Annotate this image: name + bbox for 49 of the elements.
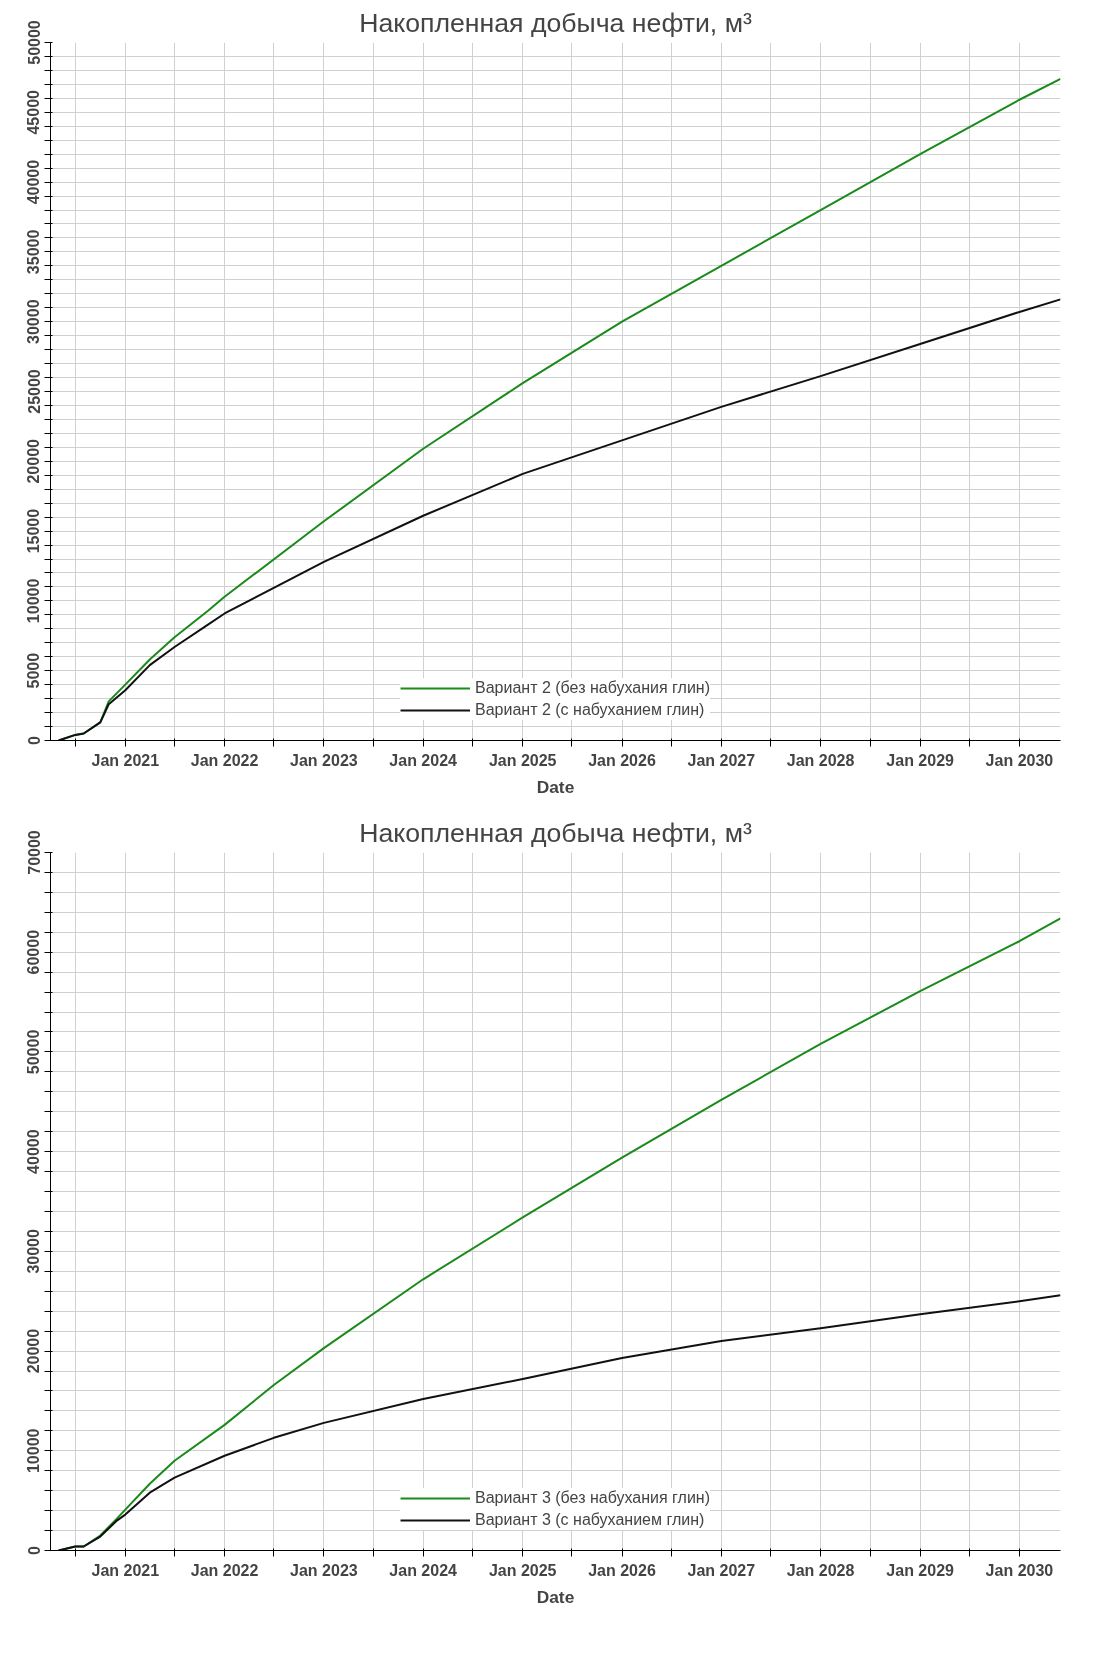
x-tick-label: Jan 2023 (290, 1561, 358, 1579)
y-tick-label: 60000 (25, 929, 43, 975)
x-tick-label: Jan 2028 (786, 751, 855, 769)
x-tick-label: Jan 2026 (588, 751, 656, 769)
x-tick-label: Jan 2021 (91, 751, 160, 769)
chart-title: Накопленная добыча нефти, м³ (359, 817, 752, 848)
x-tick-label: Jan 2025 (488, 1561, 557, 1579)
y-tick-label: 40000 (25, 159, 43, 205)
x-tick-label: Jan 2030 (985, 751, 1054, 769)
legend-label: Вариант 2 (без набухания глин) (475, 679, 710, 697)
y-tick-label: 30000 (25, 299, 43, 344)
x-tick-label: Jan 2029 (886, 751, 955, 769)
x-axis-title: Date (536, 1586, 575, 1607)
y-tick-label: 20000 (25, 1328, 43, 1374)
x-axis-title: Date (536, 776, 575, 797)
x-tick-label: Jan 2023 (290, 751, 358, 769)
x-tick-label: Jan 2022 (190, 751, 259, 769)
x-tick-label: Jan 2028 (786, 1561, 855, 1579)
legend-label: Вариант 3 (с набуханием глин) (475, 1511, 705, 1529)
legend-label: Вариант 3 (без набухания глин) (475, 1489, 710, 1507)
y-tick-label: 35000 (25, 229, 43, 275)
y-tick-label: 30000 (25, 1229, 43, 1274)
x-tick-label: Jan 2021 (91, 1561, 160, 1579)
y-tick-label: 40000 (25, 1129, 43, 1174)
chart-title: Накопленная добыча нефти, м³ (359, 7, 752, 38)
x-tick-label: Jan 2029 (886, 1561, 955, 1579)
x-tick-label: Jan 2027 (687, 1561, 756, 1579)
y-tick-label: 70000 (25, 830, 43, 875)
y-tick-label: 20000 (25, 438, 43, 484)
x-tick-label: Jan 2026 (588, 1561, 656, 1579)
y-tick-label: 45000 (25, 89, 43, 135)
y-tick-label: 50000 (25, 20, 43, 65)
x-tick-label: Jan 2024 (389, 1561, 458, 1579)
y-tick-label: 0 (25, 735, 43, 745)
line-series (57, 298, 1061, 741)
y-tick-label: 25000 (25, 369, 43, 414)
x-tick-label: Jan 2024 (389, 751, 458, 769)
line-series (57, 1294, 1061, 1551)
y-tick-label: 10000 (25, 578, 43, 624)
y-tick-label: 5000 (25, 652, 43, 689)
x-tick-label: Jan 2025 (488, 751, 557, 769)
y-tick-label: 0 (25, 1545, 43, 1555)
y-tick-label: 50000 (25, 1029, 43, 1075)
x-tick-label: Jan 2022 (190, 1561, 259, 1579)
x-tick-label: Jan 2030 (985, 1561, 1054, 1579)
x-tick-label: Jan 2027 (687, 751, 756, 769)
y-tick-label: 15000 (25, 508, 43, 554)
y-tick-label: 10000 (25, 1428, 43, 1474)
legend-label: Вариант 2 (с набуханием глин) (475, 701, 705, 719)
